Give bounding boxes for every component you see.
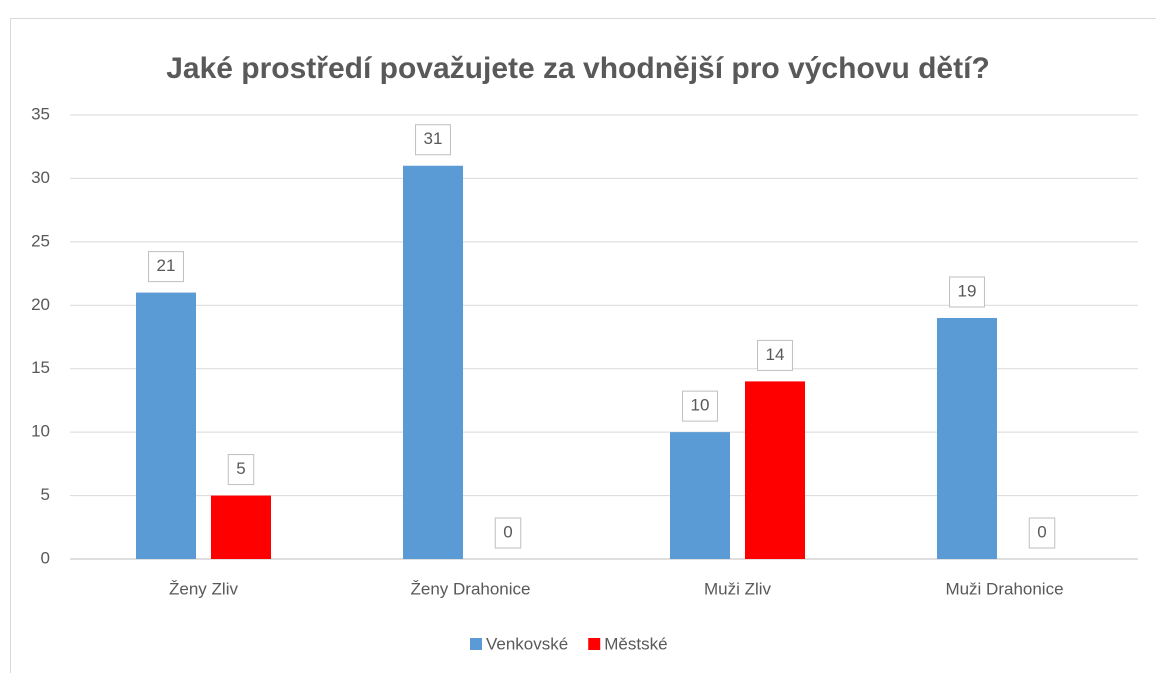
y-tick-label: 35 <box>31 104 50 123</box>
x-tick-label: Muži Drahonice <box>945 579 1063 598</box>
legend-swatch <box>470 638 482 650</box>
legend-label: Venkovské <box>486 634 568 653</box>
legend-swatch <box>588 638 601 650</box>
x-tick-label: Ženy Drahonice <box>410 579 530 598</box>
bar <box>136 292 196 559</box>
legend-label: Městské <box>604 634 667 653</box>
data-label: 19 <box>958 281 977 300</box>
data-label-box <box>949 276 985 308</box>
data-label: 31 <box>424 129 443 148</box>
y-tick-label: 25 <box>31 231 50 250</box>
data-label-box <box>1028 517 1056 549</box>
bar <box>211 495 271 559</box>
x-tick-label: Muži Zliv <box>704 579 772 598</box>
y-tick-label: 20 <box>31 295 50 314</box>
data-label: 21 <box>157 256 176 275</box>
data-label-box <box>227 454 255 486</box>
data-label: 0 <box>1037 522 1046 541</box>
data-label: 0 <box>503 522 512 541</box>
data-label-box <box>415 124 451 156</box>
data-label-box <box>682 390 718 422</box>
bar <box>670 432 730 559</box>
data-label: 5 <box>236 459 245 478</box>
data-label: 14 <box>766 345 785 364</box>
bar <box>937 317 997 559</box>
y-tick-label: 30 <box>31 168 50 187</box>
data-label: 10 <box>691 396 710 415</box>
x-tick-label: Ženy Zliv <box>169 579 238 598</box>
bar <box>403 165 463 559</box>
chart-border <box>10 18 1156 673</box>
y-tick-label: 15 <box>31 358 50 377</box>
data-label-box <box>757 339 793 371</box>
chart-title: Jaké prostředí považujete za vhodnější p… <box>166 52 990 85</box>
data-label-box <box>148 251 184 283</box>
y-tick-label: 0 <box>41 548 50 567</box>
y-tick-label: 10 <box>31 422 50 441</box>
data-label-box <box>494 517 522 549</box>
bar <box>745 381 805 559</box>
y-tick-label: 5 <box>41 485 50 504</box>
